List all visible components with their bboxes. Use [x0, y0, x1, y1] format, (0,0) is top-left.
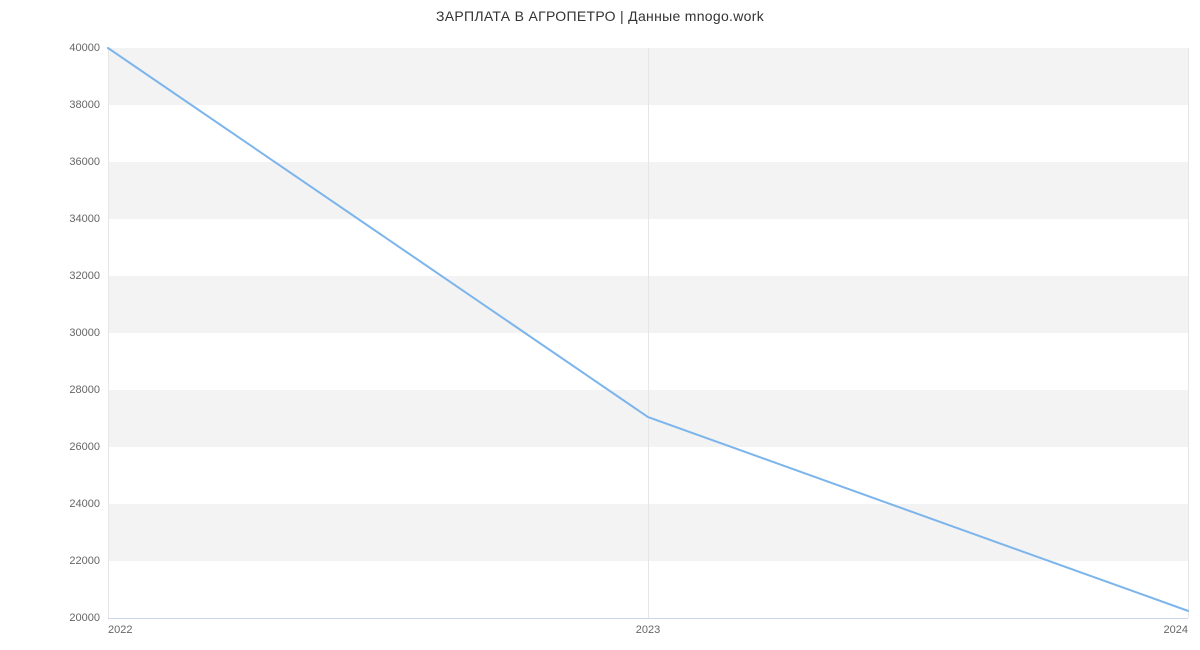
plot-area: 2000022000240002600028000300003200034000…	[108, 48, 1188, 618]
series-salary	[108, 48, 1188, 618]
y-tick-label: 28000	[69, 384, 108, 396]
y-tick-label: 26000	[69, 441, 108, 453]
series-line	[108, 48, 1188, 611]
y-tick-label: 20000	[69, 612, 108, 624]
y-tick-label: 34000	[69, 213, 108, 225]
y-tick-label: 40000	[69, 42, 108, 54]
y-tick-label: 36000	[69, 156, 108, 168]
chart-title: ЗАРПЛАТА В АГРОПЕТРО | Данные mnogo.work	[0, 8, 1200, 24]
y-tick-label: 38000	[69, 99, 108, 111]
y-tick-label: 22000	[69, 555, 108, 567]
y-tick-label: 30000	[69, 327, 108, 339]
y-tick-label: 32000	[69, 270, 108, 282]
x-tick-label: 2024	[1164, 618, 1188, 636]
x-tick-label: 2023	[636, 618, 660, 636]
chart-container: ЗАРПЛАТА В АГРОПЕТРО | Данные mnogo.work…	[0, 0, 1200, 650]
y-tick-label: 24000	[69, 498, 108, 510]
x-axis-line	[108, 618, 1188, 619]
x-gridline	[1188, 48, 1189, 618]
x-tick-label: 2022	[108, 618, 132, 636]
